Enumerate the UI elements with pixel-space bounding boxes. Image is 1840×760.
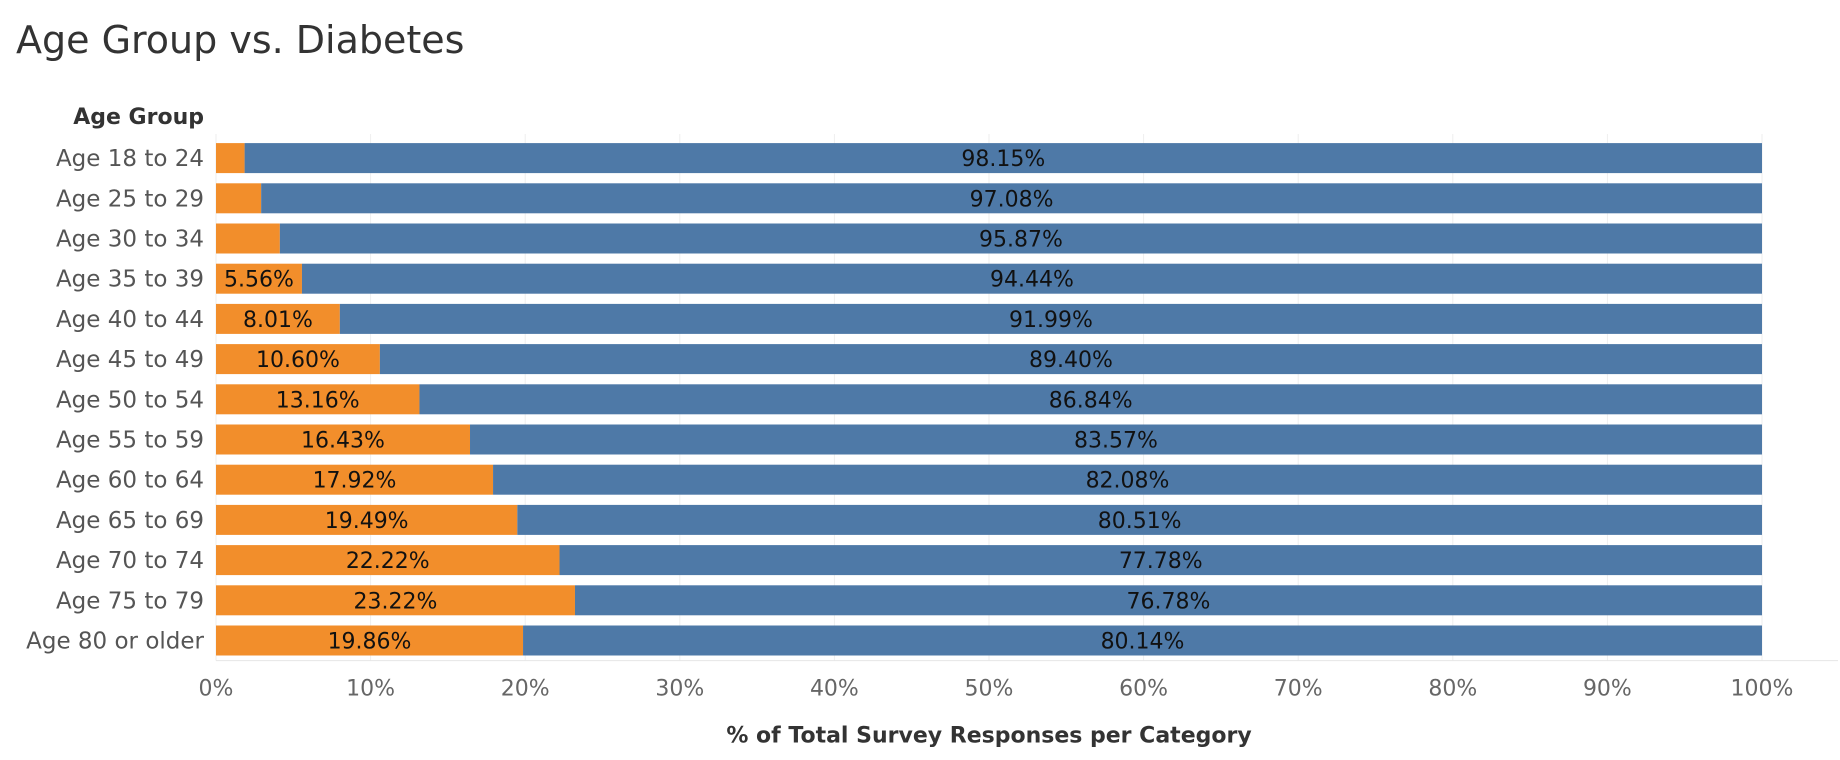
data-label: 80.14% [1101, 630, 1185, 655]
bar-segment-diabetes [216, 585, 575, 616]
data-label: 97.08% [970, 187, 1054, 212]
bar-segment-diabetes [216, 183, 262, 214]
data-label: 91.99% [1009, 308, 1093, 333]
bar-segment-diabetes [216, 223, 280, 254]
data-label: 89.40% [1029, 348, 1113, 373]
bar-segment-diabetes [216, 384, 420, 415]
bar-segment-no-diabetes [523, 625, 1762, 656]
x-tick-label: 0% [199, 677, 234, 702]
bar-segment-no-diabetes [419, 384, 1762, 415]
bar-segment-diabetes [216, 625, 524, 656]
data-label: 13.16% [276, 388, 360, 413]
data-label: 95.87% [979, 228, 1063, 253]
bar-segment-no-diabetes [339, 303, 1762, 334]
data-label: 94.44% [990, 268, 1074, 293]
bar-segment-no-diabetes [470, 424, 1762, 455]
data-label: 76.78% [1127, 589, 1211, 614]
x-tick-label: 20% [501, 677, 550, 702]
bar-segment-no-diabetes [379, 344, 1763, 375]
category-label: Age 65 to 69 [56, 508, 204, 534]
bar-segment-no-diabetes [279, 223, 1762, 254]
data-label: 10.60% [256, 348, 340, 373]
bar-segment-no-diabetes [493, 464, 1762, 495]
data-label: 8.01% [243, 308, 313, 333]
data-label: 77.78% [1119, 549, 1203, 574]
data-label: 23.22% [354, 589, 438, 614]
data-label: 83.57% [1074, 429, 1158, 454]
category-label: Age 75 to 79 [56, 588, 204, 614]
bar-segment-diabetes [216, 263, 302, 294]
data-label: 19.49% [325, 509, 409, 534]
x-tick-label: 90% [1583, 677, 1632, 702]
bar-segment-diabetes [216, 545, 560, 576]
data-label: 5.56% [224, 268, 294, 293]
category-label: Age 25 to 29 [56, 186, 204, 212]
data-label: 98.15% [961, 147, 1045, 172]
bar-segment-diabetes [216, 303, 340, 334]
data-label: 17.92% [313, 469, 397, 494]
category-label: Age 18 to 24 [56, 146, 204, 172]
x-tick-label: 50% [965, 677, 1014, 702]
bar-segment-no-diabetes [261, 183, 1762, 214]
bar-segment-diabetes [216, 424, 471, 455]
category-label: Age 35 to 39 [56, 267, 204, 293]
x-tick-label: 40% [810, 677, 859, 702]
bar-segment-no-diabetes [301, 263, 1762, 294]
x-tick-label: 80% [1428, 677, 1477, 702]
bar-segment-no-diabetes [517, 504, 1762, 535]
category-label: Age 60 to 64 [56, 468, 204, 494]
category-label: Age 50 to 54 [56, 387, 204, 413]
x-tick-label: 30% [655, 677, 704, 702]
category-label: Age 80 or older [26, 629, 204, 655]
bar-segment-diabetes [216, 143, 245, 174]
data-label: 86.84% [1049, 388, 1133, 413]
x-axis-label: % of Total Survey Responses per Category [726, 724, 1251, 749]
data-label: 80.51% [1098, 509, 1182, 534]
row-header: Age Group [73, 105, 204, 130]
bar-segment-diabetes [216, 464, 494, 495]
x-tick-label: 60% [1119, 677, 1168, 702]
bar-segment-no-diabetes [574, 585, 1762, 616]
category-label: Age 45 to 49 [56, 347, 204, 373]
bar-segment-no-diabetes [244, 143, 1763, 174]
bar-segment-no-diabetes [559, 545, 1762, 576]
bar-segment-diabetes [216, 344, 380, 375]
x-tick-label: 100% [1731, 677, 1794, 702]
x-tick-label: 70% [1274, 677, 1323, 702]
x-tick-label: 10% [346, 677, 395, 702]
category-label: Age 70 to 74 [56, 548, 204, 574]
data-label: 19.86% [328, 630, 412, 655]
category-label: Age 30 to 34 [56, 227, 204, 253]
data-label: 22.22% [346, 549, 430, 574]
data-label: 16.43% [301, 429, 385, 454]
data-label: 82.08% [1086, 469, 1170, 494]
category-label: Age 55 to 59 [56, 428, 204, 454]
chart-title: Age Group vs. Diabetes [16, 18, 465, 62]
category-label: Age 40 to 44 [56, 307, 204, 333]
bar-segment-diabetes [216, 504, 518, 535]
